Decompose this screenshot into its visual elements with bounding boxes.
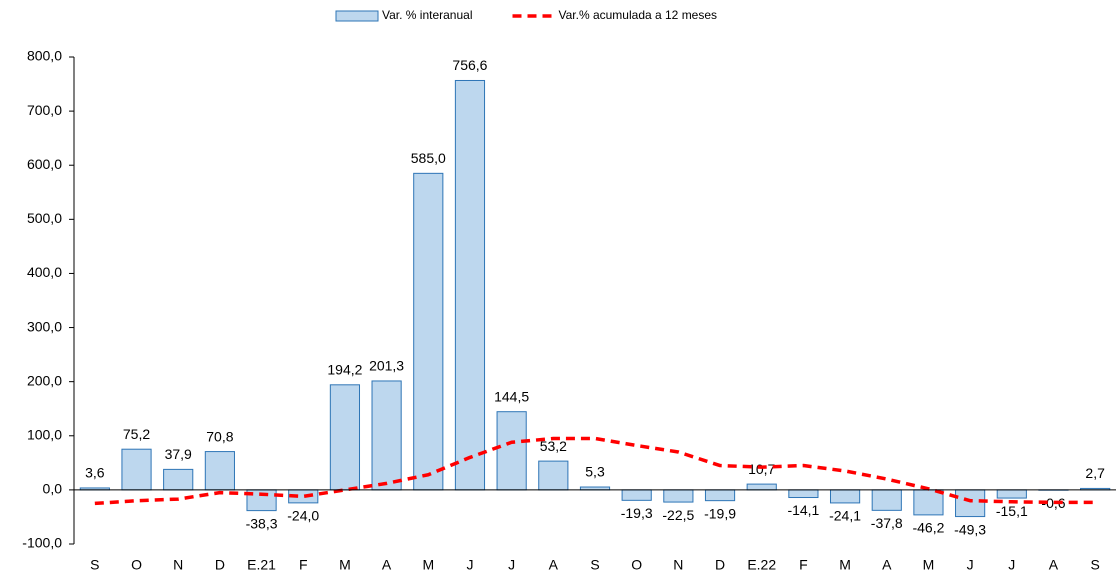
- value-label: -14,1: [787, 502, 819, 518]
- x-tick-label: M: [839, 557, 851, 573]
- y-tick-label: 0,0: [43, 481, 63, 497]
- value-label: -24,1: [829, 508, 861, 524]
- x-tick-label: D: [715, 557, 725, 573]
- y-tick-label: 200,0: [27, 372, 62, 388]
- value-label: 5,3: [585, 464, 605, 480]
- legend-label: Var.% acumulada a 12 meses: [559, 8, 718, 22]
- value-label: 37,9: [165, 446, 192, 462]
- value-label: -24,0: [287, 508, 319, 524]
- value-label: 70,8: [206, 428, 233, 444]
- bar: [163, 468, 194, 491]
- legend-swatch: [335, 10, 379, 22]
- value-label: -19,3: [621, 505, 653, 521]
- x-tick-label: M: [339, 557, 351, 573]
- x-tick-label: A: [382, 557, 392, 573]
- x-tick-label: J: [508, 557, 515, 573]
- y-tick-label: 300,0: [27, 318, 62, 334]
- x-tick-label: S: [90, 557, 99, 573]
- x-tick-label: M: [923, 557, 935, 573]
- value-label: 75,2: [123, 426, 150, 442]
- x-tick-label: S: [590, 557, 599, 573]
- x-tick-label: N: [173, 557, 183, 573]
- bar: [538, 460, 569, 491]
- bar: [746, 483, 777, 491]
- value-label: 144,5: [494, 388, 529, 404]
- value-label: 585,0: [411, 150, 446, 166]
- bar: [496, 411, 527, 491]
- bar: [204, 451, 235, 491]
- value-label: 53,2: [540, 438, 567, 454]
- bar: [663, 489, 694, 503]
- x-tick-label: O: [131, 557, 142, 573]
- x-tick-label: J: [466, 557, 473, 573]
- x-tick-label: M: [422, 557, 434, 573]
- y-tick-label: 800,0: [27, 48, 62, 64]
- x-tick-label: E.22: [747, 557, 776, 573]
- bar: [121, 448, 152, 491]
- value-label: -37,8: [871, 515, 903, 531]
- bar: [371, 380, 402, 491]
- bar: [871, 489, 902, 511]
- x-tick-label: F: [299, 557, 308, 573]
- y-tick-label: -100,0: [22, 535, 62, 551]
- value-label: -0,6: [1041, 495, 1065, 511]
- line: [94, 436, 1096, 506]
- legend-label: Var. % interanual: [382, 8, 473, 22]
- bar: [788, 489, 819, 499]
- value-label: 194,2: [327, 362, 362, 378]
- x-tick-label: O: [631, 557, 642, 573]
- value-label: 3,6: [85, 465, 105, 481]
- x-tick-label: F: [799, 557, 808, 573]
- bar: [454, 79, 486, 491]
- y-tick-label: 100,0: [27, 426, 62, 442]
- y-tick-label: 400,0: [27, 264, 62, 280]
- x-tick-label: J: [1008, 557, 1015, 573]
- x-tick-label: E.21: [247, 557, 276, 573]
- x-tick-label: A: [882, 557, 892, 573]
- y-tick-label: 500,0: [27, 210, 62, 226]
- value-label: 756,6: [452, 57, 487, 73]
- x-tick-label: J: [967, 557, 974, 573]
- bar: [996, 489, 1027, 499]
- value-label: -46,2: [912, 520, 944, 536]
- bar: [955, 489, 986, 518]
- x-tick-label: A: [549, 557, 559, 573]
- bar: [329, 384, 361, 491]
- bar: [704, 489, 736, 502]
- value-label: -38,3: [246, 515, 278, 531]
- value-label: -22,5: [662, 507, 694, 523]
- bar: [913, 489, 944, 516]
- y-tick-label: 600,0: [27, 156, 62, 172]
- x-tick-label: D: [215, 557, 225, 573]
- bar: [829, 489, 861, 504]
- x-tick-label: A: [1049, 557, 1059, 573]
- value-label: 2,7: [1085, 465, 1105, 481]
- y-tick-label: 700,0: [27, 102, 62, 118]
- bar: [413, 172, 444, 491]
- value-label: -49,3: [954, 521, 986, 537]
- value-label: -19,9: [704, 505, 736, 521]
- x-tick-label: S: [1090, 557, 1099, 573]
- x-tick-label: N: [673, 557, 683, 573]
- bar: [621, 489, 652, 501]
- value-label: 201,3: [369, 358, 404, 374]
- value-label: -15,1: [996, 503, 1028, 519]
